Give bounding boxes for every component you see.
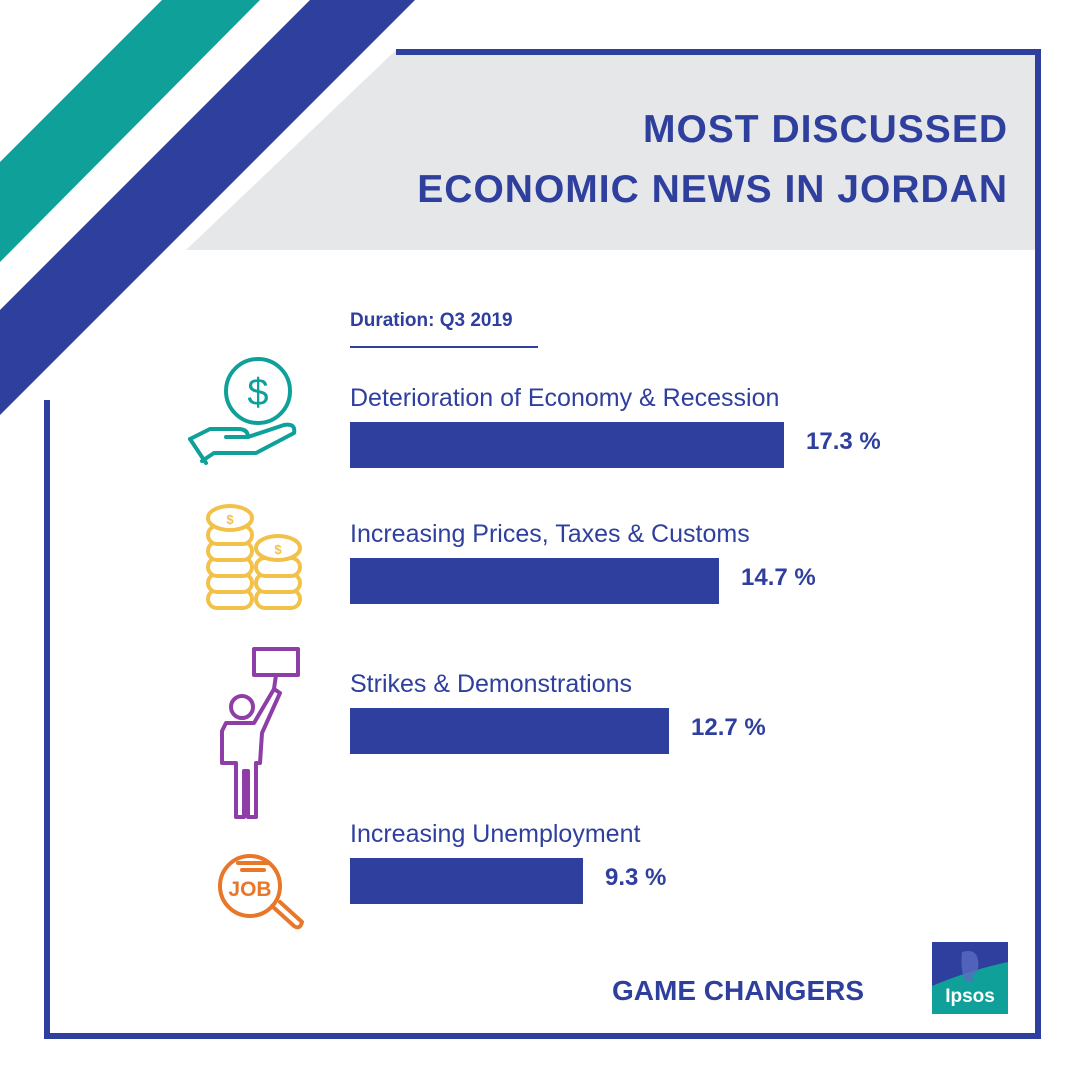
ipsos-logo: Ipsos (932, 942, 1008, 1014)
coin-stacks-icon: $ $ (206, 504, 302, 610)
game-changers-tagline: GAME CHANGERS (612, 975, 865, 1006)
money-hand-icon: $ (188, 357, 297, 465)
bar-value-label: 12.7 % (691, 714, 766, 741)
title-line-2: ECONOMIC NEWS IN JORDAN (417, 168, 1008, 211)
job-search-icon: JOB (218, 854, 304, 930)
bar-item: Increasing Prices, Taxes & Customs 14.7 … (350, 520, 1040, 610)
bar (350, 708, 669, 754)
bar-label: Deterioration of Economy & Recession (350, 384, 780, 412)
frame-border (44, 49, 1041, 1039)
navy-stripe (0, 0, 415, 415)
bar-item: Increasing Unemployment 9.3 % (350, 820, 1040, 910)
bar (350, 558, 719, 604)
bar-label: Strikes & Demonstrations (350, 670, 633, 698)
duration-underline (350, 346, 538, 348)
bar-item: Deterioration of Economy & Recession 17.… (350, 384, 1040, 474)
title-banner (186, 50, 1035, 250)
protester-icon (220, 647, 300, 819)
bar-label: Increasing Unemployment (350, 820, 641, 848)
duration-label: Duration: Q3 2019 (350, 310, 513, 331)
svg-text:$: $ (226, 512, 234, 527)
svg-text:$: $ (274, 542, 282, 557)
bar-value-label: 14.7 % (741, 564, 816, 591)
bar-item: Strikes & Demonstrations 12.7 % (350, 670, 1040, 760)
bar (350, 858, 583, 904)
svg-text:JOB: JOB (228, 878, 271, 901)
bar-label: Increasing Prices, Taxes & Customs (350, 520, 750, 548)
bar (350, 422, 784, 468)
bar-value-label: 9.3 % (605, 864, 667, 891)
bar-value-label: 17.3 % (806, 428, 881, 455)
logo-text: Ipsos (945, 986, 995, 1007)
svg-text:$: $ (247, 372, 268, 414)
teal-stripe (0, 0, 260, 262)
title-line-1: MOST DISCUSSED (642, 108, 1008, 151)
